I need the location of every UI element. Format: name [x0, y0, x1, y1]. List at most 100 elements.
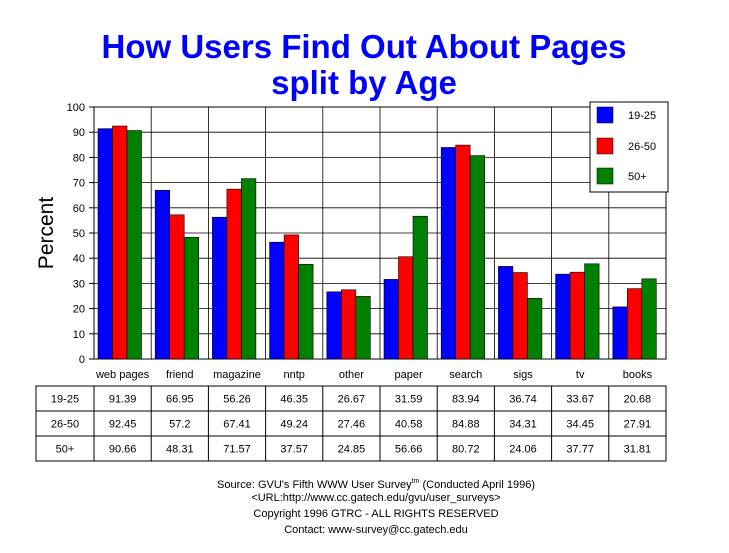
legend-swatch-19-25	[596, 106, 614, 124]
bar-50plus-web-pages	[126, 130, 142, 360]
bar-26-50-paper	[398, 256, 414, 360]
table-row-header-26-50: 26-50	[51, 419, 79, 431]
y-tick-label-30: 30	[73, 278, 85, 290]
table-row-header-19-25: 19-25	[51, 394, 79, 406]
table-cell-26-50-tv: 34.45	[566, 419, 594, 431]
table-cell-50plus-search: 80.72	[452, 444, 480, 456]
table-cell-26-50-magazine: 67.41	[223, 419, 251, 431]
legend-label-26-50: 26-50	[628, 141, 656, 153]
bar-19-25-search	[440, 147, 457, 360]
bar-19-25-web-pages	[97, 128, 113, 360]
bar-50plus-magazine	[241, 178, 257, 360]
legend-swatch-50plus	[596, 167, 614, 185]
bar-26-50-friend	[169, 214, 185, 360]
legend-label-50plus: 50+	[628, 171, 647, 183]
bar-50plus-friend	[183, 236, 199, 360]
y-tick-label-10: 10	[73, 329, 85, 341]
y-tick-label-20: 20	[73, 304, 85, 316]
bar-26-50-tv	[569, 271, 585, 360]
bars	[97, 125, 657, 360]
bar-19-25-magazine	[212, 216, 228, 360]
table-cell-50plus-other: 24.85	[338, 444, 366, 456]
source-line-1: Source: GVU's Fifth WWW User Surveytm (C…	[217, 478, 535, 491]
bar-19-25-friend	[154, 189, 170, 360]
bar-26-50-nntp	[283, 234, 299, 360]
table-cell-50plus-tv: 37.77	[566, 444, 594, 456]
bar-26-50-search	[455, 144, 471, 360]
table-cell-26-50-friend: 57.2	[169, 419, 190, 431]
source-trademark: tm	[412, 478, 420, 485]
table-cell-19-25-friend: 66.95	[166, 394, 194, 406]
bar-26-50-sigs	[512, 272, 528, 360]
chart-title: How Users Find Out About Pages	[102, 28, 627, 65]
table-cell-26-50-books: 27.91	[624, 419, 652, 431]
bar-50plus-paper	[412, 215, 428, 360]
source-line-1-suffix: (Conducted April 1996)	[419, 479, 535, 491]
table-cell-50plus-sigs: 24.06	[509, 444, 537, 456]
source-block: Source: GVU's Fifth WWW User Surveytm (C…	[217, 478, 535, 536]
bar-50plus-search	[469, 155, 486, 360]
source-line-2: <URL:http://www.cc.gatech.edu/gvu/user_s…	[251, 492, 500, 504]
bar-19-25-sigs	[498, 266, 514, 360]
data-table: 19-25 91.39 66.95 56.26 46.35 26.67 31.59 83.94…	[35, 385, 667, 462]
table-cell-26-50-other: 27.46	[338, 419, 366, 431]
category-label-other: other	[339, 369, 364, 381]
bar-26-50-magazine	[226, 188, 242, 360]
table-cell-19-25-tv: 33.67	[566, 394, 594, 406]
y-tick-label-40: 40	[73, 253, 85, 265]
bar-19-25-other	[326, 291, 342, 360]
bar-19-25-tv	[555, 273, 571, 360]
table-cell-26-50-paper: 40.58	[395, 419, 423, 431]
bar-50plus-other	[355, 296, 371, 360]
category-label-sigs: sigs	[513, 369, 533, 381]
table-cell-19-25-other: 26.67	[338, 394, 366, 406]
category-labels: web pages friend magazine nntp other paper sea…	[95, 369, 653, 381]
category-label-web-pages: web pages	[95, 369, 150, 381]
y-axis-label: Percent	[35, 197, 58, 270]
category-label-search: search	[449, 369, 482, 381]
y-tick-label-0: 0	[79, 354, 85, 366]
y-tick-label-80: 80	[73, 152, 85, 164]
table-cell-50plus-friend: 48.31	[166, 444, 194, 456]
y-tick-label-70: 70	[73, 178, 85, 190]
table-frame	[35, 385, 667, 462]
bar-50plus-books	[641, 278, 657, 360]
bar-26-50-other	[340, 289, 357, 360]
y-tick-label-100: 100	[67, 102, 85, 114]
category-label-nntp: nntp	[283, 369, 304, 381]
bar-26-50-books	[626, 288, 643, 360]
table-cell-19-25-nntp: 46.35	[280, 394, 308, 406]
legend-label-19-25: 19-25	[628, 110, 656, 122]
bar-50plus-sigs	[527, 298, 543, 360]
legend: 19-25 26-50 50+	[589, 101, 669, 193]
source-line-4: Contact: www-survey@cc.gatech.edu	[284, 524, 468, 536]
category-label-paper: paper	[395, 369, 423, 381]
bar-19-25-nntp	[269, 241, 285, 360]
y-tick-label-60: 60	[73, 203, 85, 215]
table-cell-19-25-search: 83.94	[452, 394, 480, 406]
category-label-magazine: magazine	[213, 369, 261, 381]
table-row-header-50plus: 50+	[56, 444, 75, 456]
table-cell-19-25-books: 20.68	[624, 394, 652, 406]
table-cell-26-50-sigs: 34.31	[509, 419, 537, 431]
table-cell-50plus-magazine: 71.57	[223, 444, 251, 456]
table-cell-50plus-web-pages: 90.66	[109, 444, 137, 456]
table-cell-26-50-web-pages: 92.45	[109, 419, 137, 431]
source-line-3: Copyright 1996 GTRC - ALL RIGHTS RESERVE…	[253, 508, 498, 520]
category-label-books: books	[623, 369, 653, 381]
legend-swatch-26-50	[596, 137, 614, 155]
bar-19-25-paper	[383, 279, 399, 360]
table-cell-26-50-nntp: 49.24	[280, 419, 308, 431]
table-cell-26-50-search: 84.88	[452, 419, 480, 431]
bar-50plus-nntp	[298, 264, 314, 360]
category-label-friend: friend	[166, 369, 194, 381]
bar-19-25-books	[612, 306, 628, 360]
category-label-tv: tv	[576, 369, 585, 381]
source-line-1-prefix: Source: GVU's Fifth WWW User Survey	[217, 479, 412, 491]
y-tick-label-90: 90	[73, 127, 85, 139]
bar-26-50-web-pages	[112, 125, 128, 360]
table-cell-19-25-sigs: 36.74	[509, 394, 537, 406]
table-cell-19-25-web-pages: 91.39	[109, 394, 137, 406]
table-cell-19-25-magazine: 56.26	[223, 394, 251, 406]
